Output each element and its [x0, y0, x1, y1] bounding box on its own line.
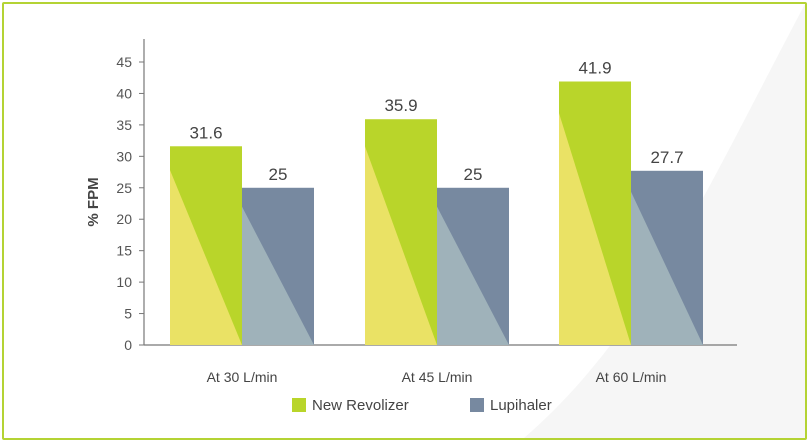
bar-highlight: [242, 206, 314, 345]
legend-swatch: [470, 398, 484, 412]
data-label: 41.9: [578, 58, 611, 77]
y-tick-label: 30: [116, 148, 132, 164]
bar-highlight: [437, 206, 509, 345]
category-label: At 30 L/min: [207, 369, 278, 385]
data-label: 35.9: [384, 96, 417, 115]
y-tick-label: 5: [124, 306, 132, 322]
y-tick-label: 40: [116, 85, 132, 101]
background-swoosh: [524, 4, 805, 438]
data-label: 31.6: [189, 123, 222, 142]
bar-highlight: [559, 113, 631, 345]
bar-highlight: [365, 146, 437, 345]
category-label: At 45 L/min: [402, 369, 473, 385]
bar-highlight: [631, 191, 703, 345]
y-tick-label: 10: [116, 274, 132, 290]
y-tick-label: 35: [116, 117, 132, 133]
y-tick-label: 15: [116, 243, 132, 259]
y-tick-label: 0: [124, 337, 132, 353]
category-label: At 60 L/min: [596, 369, 667, 385]
legend-label: New Revolizer: [312, 397, 409, 414]
y-axis-title: % FPM: [85, 177, 102, 226]
y-tick-label: 20: [116, 211, 132, 227]
data-label: 27.7: [650, 148, 683, 167]
y-tick-label: 45: [116, 54, 132, 70]
bar-highlight: [170, 170, 242, 345]
data-label: 25: [464, 165, 483, 184]
legend-label: Lupihaler: [490, 397, 552, 414]
data-label: 25: [269, 165, 288, 184]
y-tick-label: 25: [116, 180, 132, 196]
legend-swatch: [292, 398, 306, 412]
